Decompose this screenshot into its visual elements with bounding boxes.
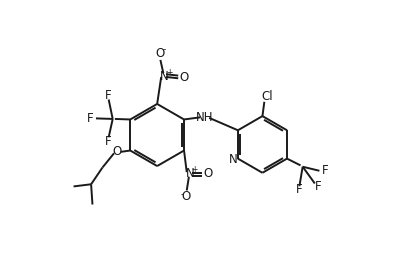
Text: O: O xyxy=(179,71,189,84)
Text: F: F xyxy=(315,180,322,193)
Text: O: O xyxy=(113,145,122,158)
Text: -: - xyxy=(163,45,166,54)
Text: F: F xyxy=(86,112,93,125)
Text: NH: NH xyxy=(195,111,213,124)
Text: O: O xyxy=(203,167,213,180)
Text: +: + xyxy=(166,68,172,77)
Text: O: O xyxy=(155,47,164,60)
Text: F: F xyxy=(105,89,111,102)
Text: N: N xyxy=(160,70,169,83)
Text: N: N xyxy=(185,167,194,180)
Text: F: F xyxy=(296,183,302,197)
Text: F: F xyxy=(105,134,111,148)
Text: -: - xyxy=(181,190,184,199)
Text: O: O xyxy=(181,190,191,203)
Text: +: + xyxy=(192,165,198,174)
Text: N: N xyxy=(229,153,238,167)
Text: F: F xyxy=(322,164,329,177)
Text: Cl: Cl xyxy=(261,90,273,103)
